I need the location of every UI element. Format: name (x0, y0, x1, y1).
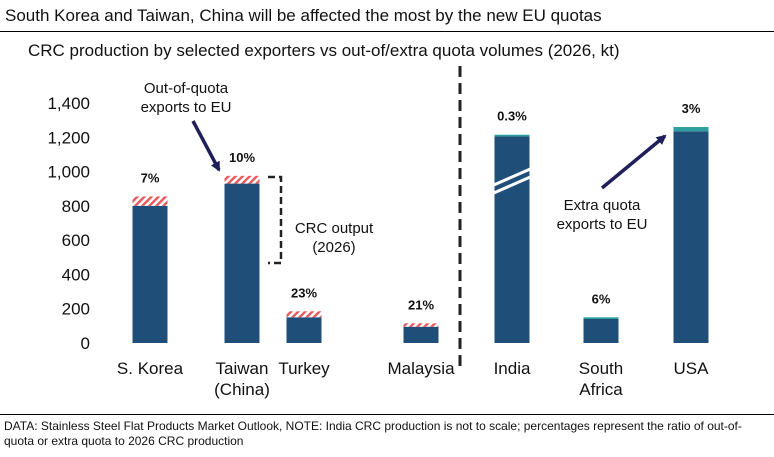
crc-output-bar (583, 319, 619, 343)
y-tick-label: 200 (62, 300, 90, 319)
arrow-out-of-quota (191, 120, 221, 172)
out-of-quota-segment (224, 175, 260, 184)
annotation-extra-quota: exports to EU (557, 216, 648, 233)
out-of-quota-segment (403, 323, 439, 327)
out-of-quota-segment (286, 311, 322, 318)
y-tick-label: 1,000 (47, 163, 90, 182)
category-label: Turkey (278, 359, 330, 378)
crc-output-bar (224, 183, 260, 343)
category-label: South (579, 359, 623, 378)
chart-area: 0 200 400 600 800 1,000 1,200 1,400 7% S. Korea 1… (47, 66, 710, 399)
category-label: Malaysia (387, 359, 455, 378)
category-label: Taiwan (216, 359, 269, 378)
percent-label: 6% (592, 291, 611, 306)
crc-output-bracket (268, 175, 283, 265)
y-tick-label: 600 (62, 231, 90, 250)
annotation-out-of-quota: exports to EU (141, 99, 232, 116)
source-footnote: DATA: Stainless Steel Flat Products Mark… (4, 419, 742, 448)
chart-subtitle: CRC production by selected exporters vs … (28, 41, 620, 60)
y-tick-label: 1,200 (47, 128, 90, 147)
extra-quota-segment (673, 127, 709, 132)
annotation-crc-output: (2026) (312, 239, 355, 256)
percent-label: 10% (229, 150, 255, 165)
crc-output-bar (132, 205, 168, 343)
annotation-extra-quota: Extra quota (564, 197, 641, 214)
y-tick-label: 800 (62, 197, 90, 216)
percent-label: 21% (408, 297, 434, 312)
extra-quota-segment (494, 134, 530, 137)
percent-label: 3% (682, 101, 701, 116)
arrow-extra-quota (600, 134, 667, 190)
annotation-crc-output: CRC output (295, 220, 374, 237)
percent-label: 0.3% (497, 109, 527, 124)
annotation-out-of-quota: Out-of-quota (144, 80, 229, 97)
percent-label: 23% (291, 285, 317, 300)
bottom-divider (0, 414, 774, 415)
extra-quota-segment (583, 317, 619, 319)
category-label: USA (674, 359, 710, 378)
category-label: (China) (214, 380, 270, 399)
top-divider (0, 31, 774, 32)
y-tick-label: 1,400 (47, 94, 90, 113)
category-label: S. Korea (117, 359, 184, 378)
y-tick-label: 400 (62, 265, 90, 284)
category-label: India (494, 359, 531, 378)
crc-output-bar (403, 326, 439, 343)
chart-headline: South Korea and Taiwan, China will be af… (5, 6, 602, 25)
percent-label: 7% (141, 170, 160, 185)
crc-output-bar (286, 317, 322, 343)
y-tick-label: 0 (81, 334, 90, 353)
crc-output-bar (494, 136, 530, 343)
axis-break-mark (490, 166, 534, 188)
out-of-quota-segment (132, 196, 168, 206)
crc-output-bar (673, 131, 709, 343)
axis-break-mark (490, 174, 534, 196)
category-label: Africa (579, 380, 623, 399)
